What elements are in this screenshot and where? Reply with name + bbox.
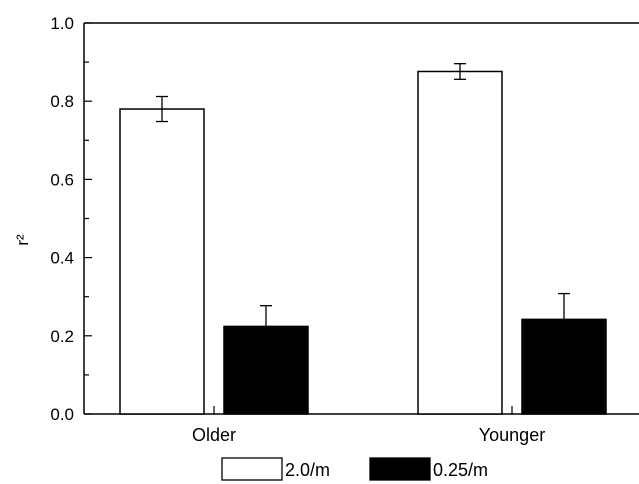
y-tick-label: 0.4	[50, 249, 74, 268]
y-tick-label: 0.2	[50, 327, 74, 346]
x-axis-labels: Older Younger	[192, 406, 545, 445]
y-tick-label: 0.6	[50, 170, 74, 189]
legend: 2.0/m 0.25/m	[221, 457, 488, 481]
legend-label: 2.0/m	[285, 460, 330, 480]
bar-0.25-per-m	[521, 318, 607, 415]
x-tick-label: Younger	[479, 425, 545, 445]
y-tick-label: 0.0	[50, 405, 74, 424]
legend-swatch	[369, 457, 431, 481]
error-bars	[156, 63, 570, 327]
bar-2.0-per-m	[417, 70, 503, 415]
bar-2.0-per-m	[119, 108, 205, 415]
bars	[119, 70, 607, 415]
legend-label: 0.25/m	[433, 460, 488, 480]
y-axis-ticks: 0.0 0.2 0.4 0.6 0.8 1.0	[50, 14, 92, 424]
y-axis-label: r²	[13, 234, 32, 246]
x-tick-label: Older	[192, 425, 236, 445]
bar-0.25-per-m	[223, 325, 309, 415]
y-tick-label: 1.0	[50, 14, 74, 33]
y-tick-label: 0.8	[50, 92, 74, 111]
legend-swatch	[221, 457, 283, 481]
